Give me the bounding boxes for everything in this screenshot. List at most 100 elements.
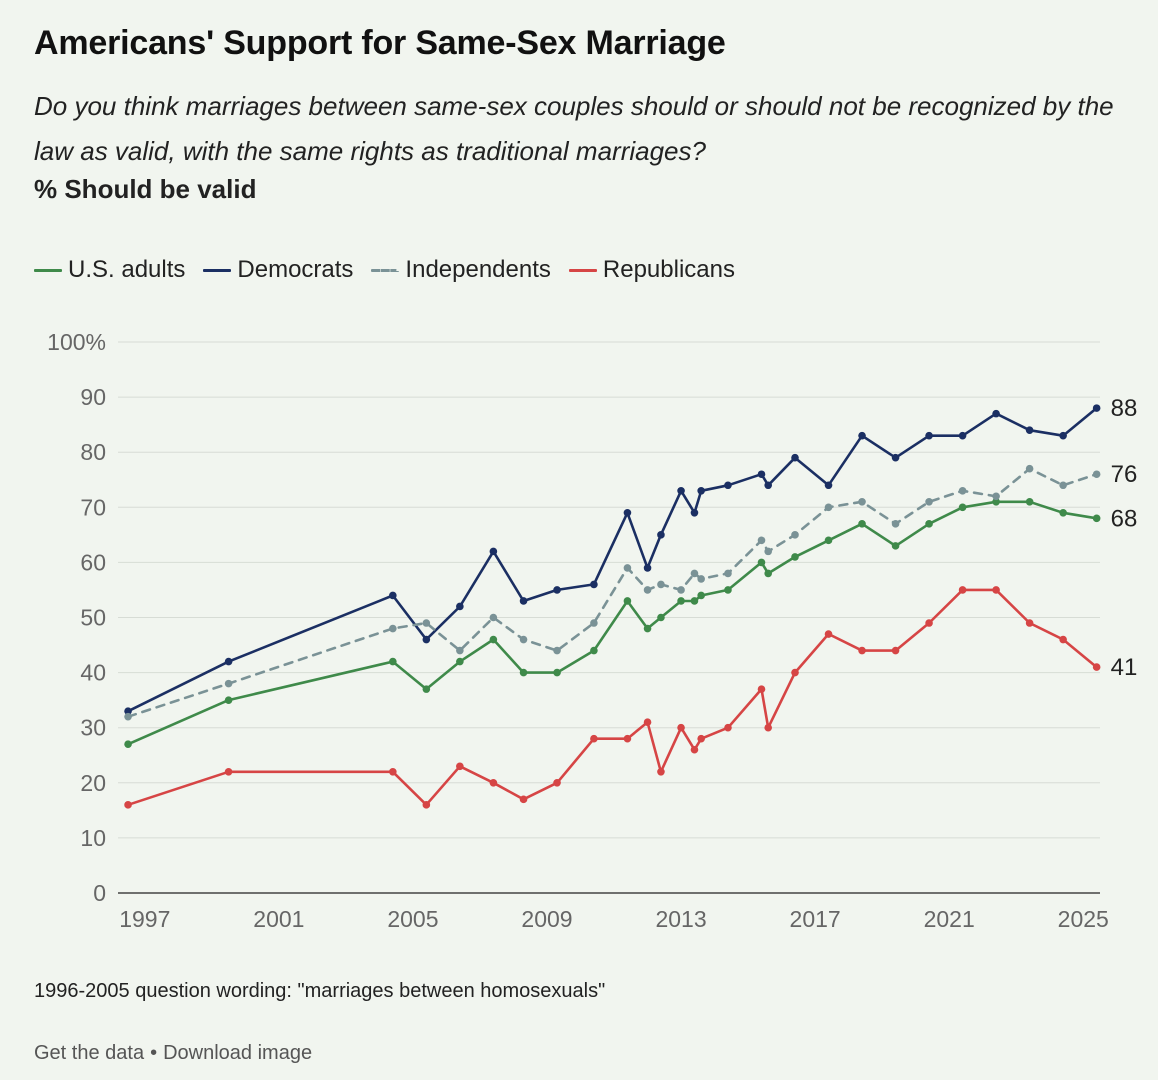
legend-item-us-adults: U.S. adults xyxy=(34,256,185,284)
y-tick-label-10: 10 xyxy=(80,825,106,851)
data-point-democrats xyxy=(422,635,431,644)
data-point-democrats xyxy=(724,481,732,490)
x-tick-label-2013: 2013 xyxy=(655,906,706,932)
x-tick-label-2005: 2005 xyxy=(387,906,438,932)
data-point-democrats xyxy=(456,602,464,611)
data-point-independents xyxy=(489,613,498,622)
data-point-democrats xyxy=(791,453,799,462)
data-point-republicans xyxy=(1092,663,1101,671)
data-point-republicans xyxy=(553,779,561,787)
end-label-independents: 76 xyxy=(1111,461,1138,488)
data-point-independents xyxy=(764,547,772,556)
y-tick-label-50: 50 xyxy=(80,605,106,631)
data-point-independents xyxy=(389,624,397,633)
data-point-democrats xyxy=(124,707,132,715)
legend-label-us-adults: U.S. adults xyxy=(68,256,186,283)
y-tick-label-0: 0 xyxy=(93,880,106,906)
download-image-link[interactable]: Download image xyxy=(163,1042,313,1064)
data-point-u-s-adults xyxy=(623,597,632,605)
data-point-republicans xyxy=(1059,635,1067,644)
data-point-u-s-adults xyxy=(489,635,498,644)
data-point-independents xyxy=(1025,464,1034,473)
data-point-democrats xyxy=(1092,404,1101,412)
data-point-independents xyxy=(992,492,1000,501)
data-point-republicans xyxy=(1025,619,1034,627)
data-point-independents xyxy=(858,497,866,506)
end-label-u-s-adults: 68 xyxy=(1111,505,1138,532)
data-point-u-s-adults xyxy=(389,657,397,666)
data-point-u-s-adults xyxy=(891,542,900,550)
data-point-u-s-adults xyxy=(677,597,685,605)
data-point-democrats xyxy=(697,486,705,495)
legend-item-democrats: Democrats xyxy=(203,256,353,284)
data-point-democrats xyxy=(925,431,933,440)
data-point-democrats xyxy=(389,591,397,600)
y-tick-label-70: 70 xyxy=(80,494,106,520)
data-point-u-s-adults xyxy=(1059,509,1067,517)
data-point-u-s-adults xyxy=(422,685,431,693)
data-point-republicans xyxy=(643,718,652,726)
data-point-democrats xyxy=(1059,431,1067,440)
data-point-democrats xyxy=(623,509,632,517)
data-point-independents xyxy=(690,569,699,578)
data-point-independents xyxy=(553,646,561,655)
data-point-u-s-adults xyxy=(690,597,699,605)
measure-label: % Should be valid xyxy=(34,174,257,204)
data-point-u-s-adults xyxy=(124,740,132,749)
data-point-u-s-adults xyxy=(764,569,772,578)
data-point-u-s-adults xyxy=(757,558,766,567)
legend-label-democrats: Democrats xyxy=(237,256,354,283)
data-point-independents xyxy=(590,619,598,627)
series-line-republicans xyxy=(126,588,1098,807)
data-point-republicans xyxy=(590,734,598,743)
data-point-republicans xyxy=(925,619,933,627)
data-point-republicans xyxy=(677,723,685,732)
get-data-link[interactable]: Get the data xyxy=(34,1042,145,1064)
legend-label-republicans: Republicans xyxy=(602,256,735,283)
data-point-u-s-adults xyxy=(1025,497,1034,506)
data-point-u-s-adults xyxy=(724,586,732,594)
data-point-u-s-adults xyxy=(224,696,233,704)
legend: U.S. adults Democrats Independents Repub… xyxy=(34,256,753,284)
chart-subtitle: Do you think marriages between same-sex … xyxy=(34,91,1114,166)
data-point-independents xyxy=(456,646,464,655)
data-point-republicans xyxy=(389,767,397,776)
legend-item-independents: Independents xyxy=(371,256,551,284)
legend-swatch-democrats xyxy=(203,268,232,272)
series-line-independents xyxy=(126,467,1098,719)
data-point-independents xyxy=(757,536,766,545)
data-point-independents xyxy=(724,569,732,578)
data-point-independents xyxy=(891,520,900,528)
data-point-republicans xyxy=(519,795,528,804)
data-point-democrats xyxy=(690,509,699,517)
data-point-republicans xyxy=(456,762,464,771)
chart-title: Americans' Support for Same-Sex Marriage xyxy=(34,24,726,62)
data-point-u-s-adults xyxy=(858,520,866,528)
data-point-republicans xyxy=(891,646,900,655)
series-line-democrats xyxy=(126,406,1098,713)
data-point-u-s-adults xyxy=(992,497,1000,506)
legend-swatch-republicans xyxy=(568,268,597,272)
data-point-republicans xyxy=(489,779,498,787)
question-wording-note: 1996-2005 question wording: "marriages b… xyxy=(34,980,606,1002)
data-point-republicans xyxy=(757,685,766,693)
data-point-democrats xyxy=(677,486,685,495)
footer-separator: • xyxy=(150,1042,158,1064)
data-point-independents xyxy=(958,486,967,495)
data-point-independents xyxy=(824,503,833,512)
data-point-independents xyxy=(791,531,799,539)
data-point-u-s-adults xyxy=(1092,514,1101,523)
data-point-u-s-adults xyxy=(958,503,967,512)
data-point-u-s-adults xyxy=(824,536,833,545)
data-point-republicans xyxy=(623,734,632,743)
line-chart: 0 10 20 30 40 50 60 70 80 90 100% 1997 2001 2005 2009 2… xyxy=(47,329,1138,932)
data-point-democrats xyxy=(891,453,900,462)
end-label-democrats: 88 xyxy=(1111,395,1138,422)
data-point-independents xyxy=(657,580,665,589)
data-point-independents xyxy=(1092,470,1101,479)
data-point-u-s-adults xyxy=(456,657,464,666)
data-point-u-s-adults xyxy=(519,668,528,677)
y-tick-label-60: 60 xyxy=(80,549,106,575)
data-point-republicans xyxy=(422,801,431,809)
